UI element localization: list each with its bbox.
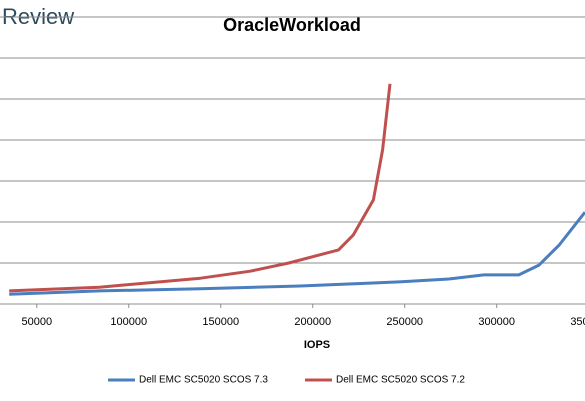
x-tick-label: 150000 [202, 316, 239, 328]
x-tick-label: 350000 [570, 316, 585, 328]
series-line [9, 83, 392, 293]
brand: Review [2, 4, 74, 29]
series-line [9, 211, 585, 296]
x-tick-label: 50000 [21, 316, 52, 328]
x-tick-label: 300000 [478, 316, 515, 328]
x-tick-label: 250000 [386, 316, 423, 328]
x-axis-label: IOPS [304, 339, 330, 351]
legend-label: Dell EMC SC5020 SCOS 7.2 [336, 375, 465, 386]
x-tick-label: 100000 [110, 316, 147, 328]
legend-label: Dell EMC SC5020 SCOS 7.3 [139, 375, 268, 386]
chart-title: OracleWorkload [223, 15, 361, 35]
x-tick-label: 200000 [294, 316, 331, 328]
